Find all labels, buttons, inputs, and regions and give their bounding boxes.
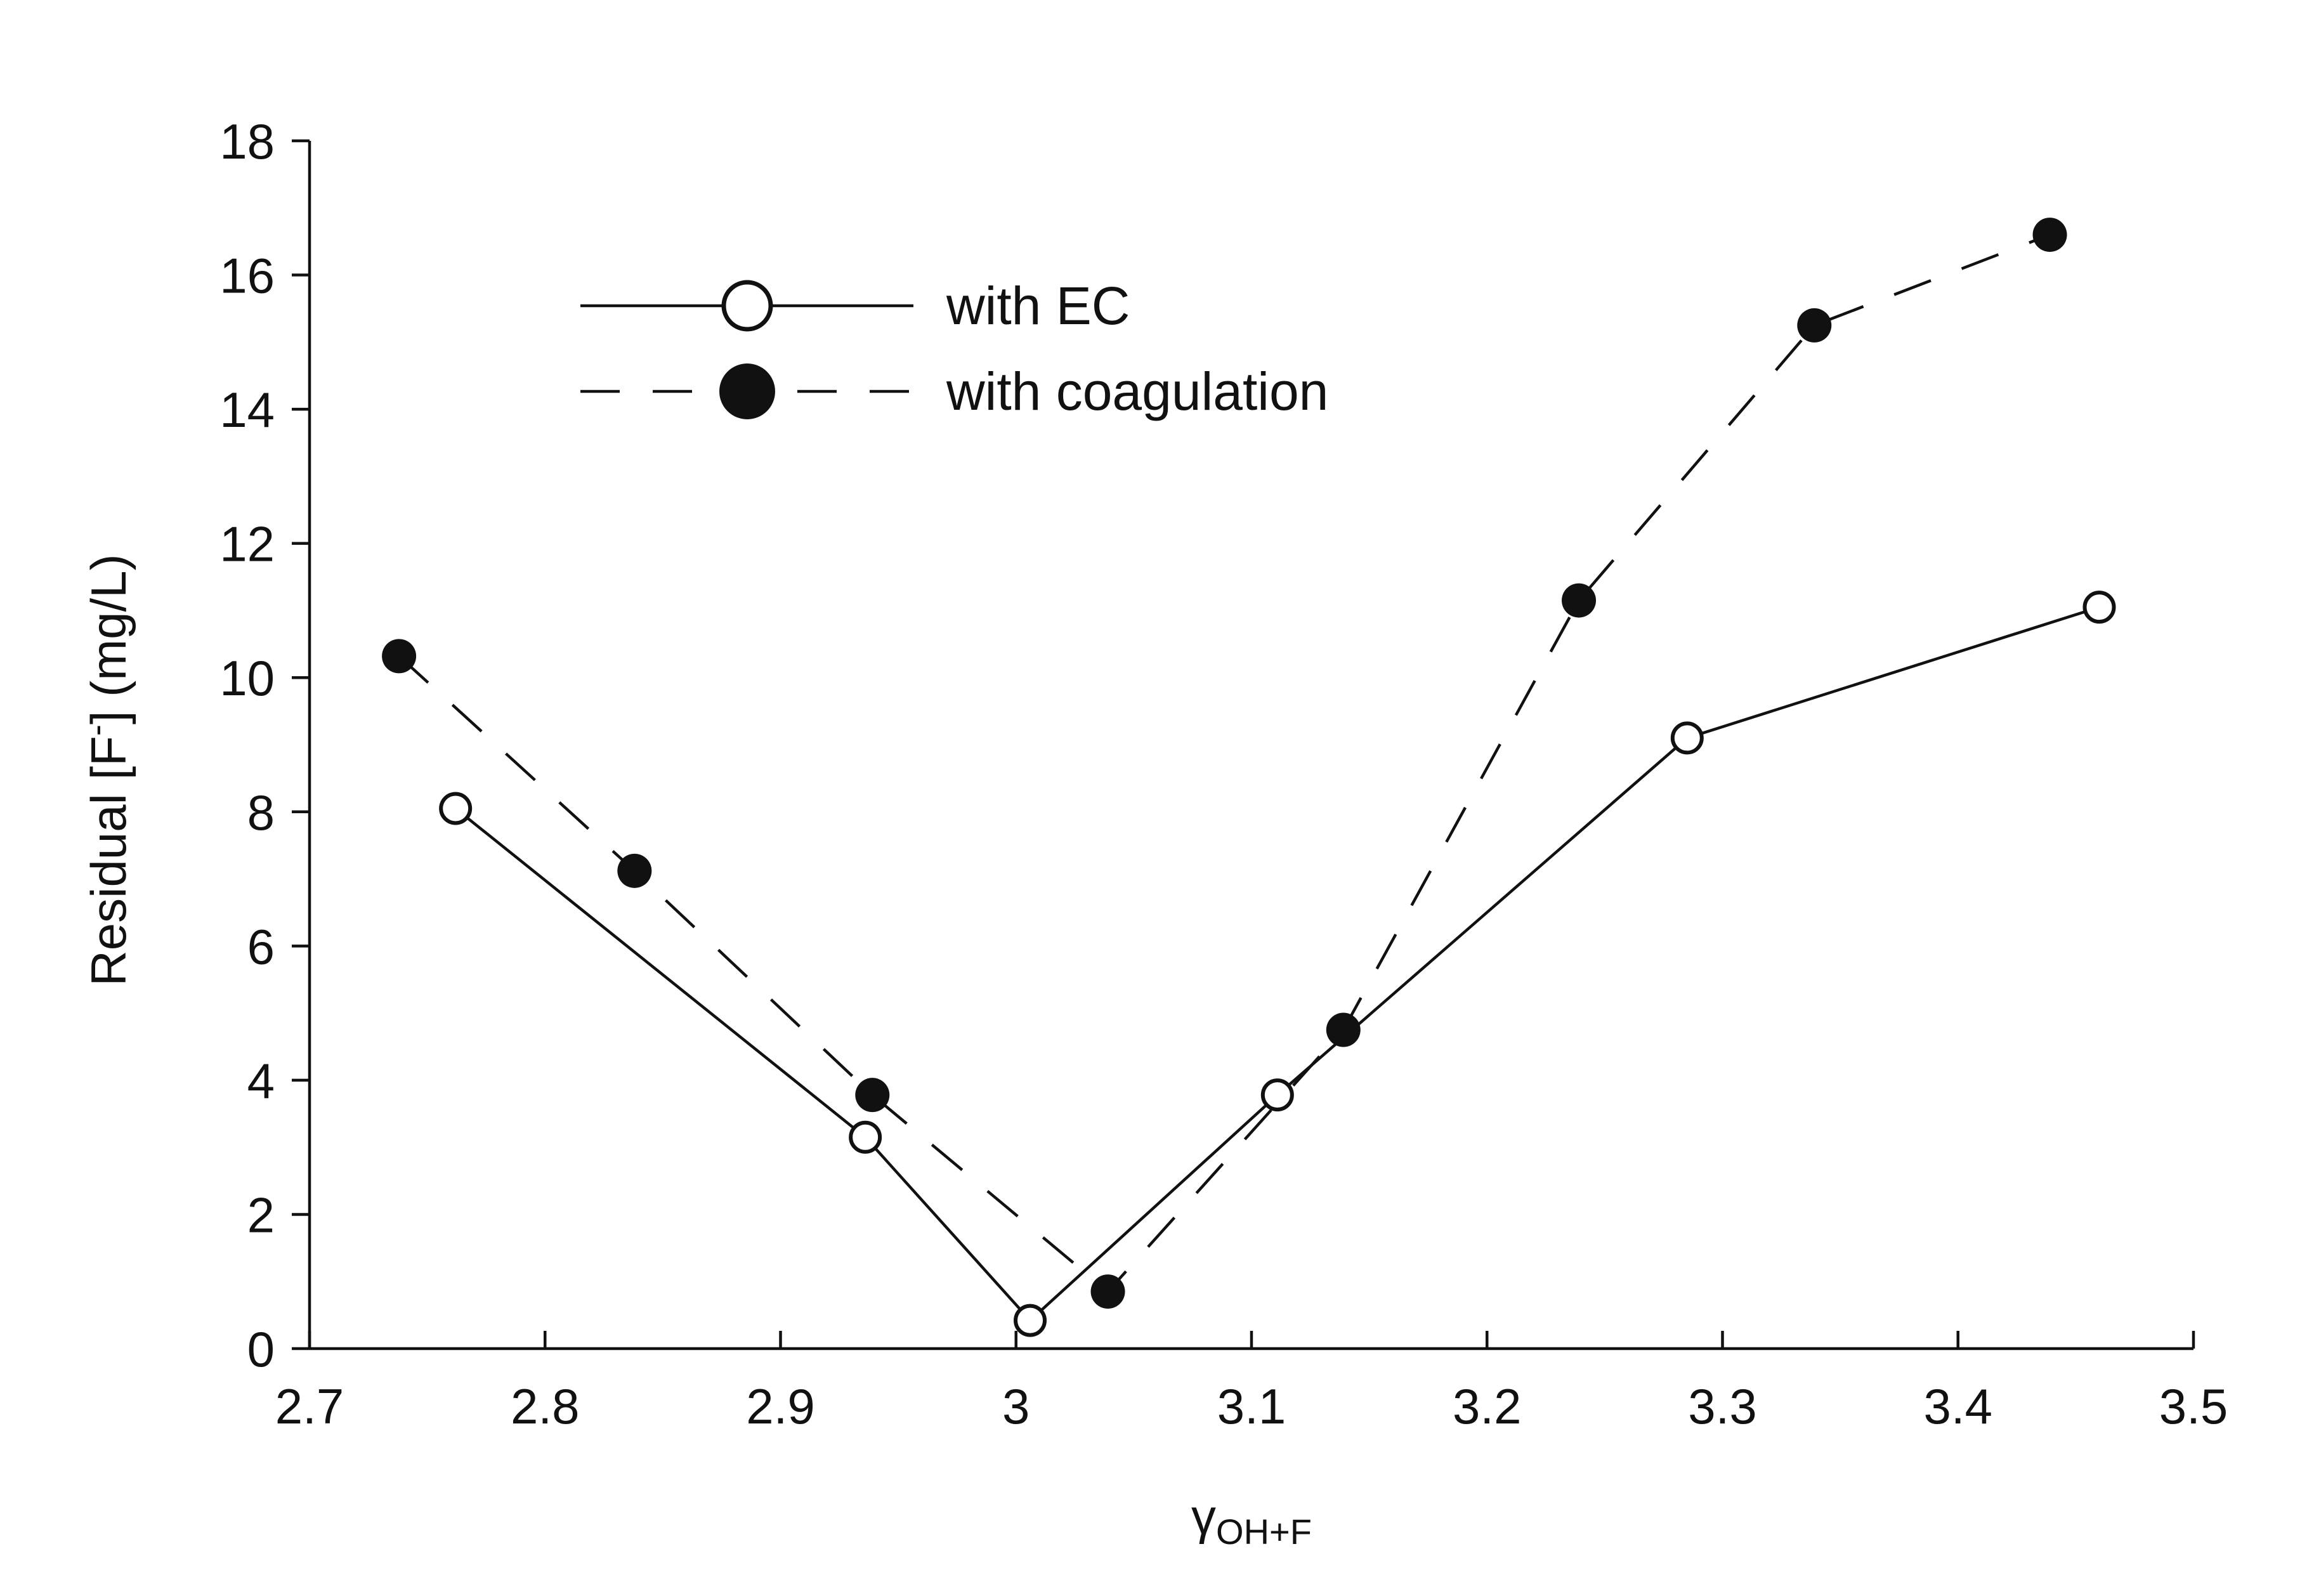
y-tick-label: 6 (247, 919, 275, 974)
y-axis-title: Residual [F-] (mg/L) (77, 554, 136, 986)
data-point-with-ec (1014, 1304, 1047, 1337)
legend-entry-with-coagulation: with coagulation (580, 362, 1328, 421)
legend-label-with-ec: with EC (946, 276, 1130, 336)
data-point-with-ec (2082, 591, 2116, 624)
y-tick-label: 4 (247, 1053, 275, 1109)
y-tick-label: 2 (247, 1187, 275, 1243)
data-point-with-ec (439, 792, 473, 825)
x-axis-title-subscript: OH+F (1216, 1512, 1312, 1552)
x-tick-label: 3.3 (1688, 1378, 1756, 1434)
y-tick-label: 8 (247, 785, 275, 841)
data-point-with-coagulation (1090, 1274, 1125, 1309)
series-line-with-ec (454, 606, 2100, 1323)
x-tick-label: 3.1 (1217, 1378, 1286, 1434)
legend-marker-with-coagulation (719, 363, 775, 419)
y-ticks: 0 2 4 6 8 10 12 14 16 18 (219, 114, 310, 1377)
series-line-with-coagulation (398, 233, 2051, 1294)
y-tick-label: 16 (219, 248, 275, 304)
x-tick-label: 2.8 (511, 1378, 579, 1434)
y-axis-title-main: Residual [F (81, 736, 136, 986)
data-point-with-coagulation (617, 853, 652, 888)
axes (308, 141, 2193, 1351)
legend-marker-with-ec (721, 280, 773, 332)
data-point-with-ec (1260, 1078, 1294, 1112)
data-point-with-ec (849, 1120, 882, 1154)
legend: with EC with coagulation (580, 276, 1328, 421)
y-tick-label: 18 (219, 114, 275, 169)
data-point-with-coagulation (1562, 583, 1597, 618)
x-axis-title-main: γ (1191, 1489, 1216, 1545)
y-tick-label: 0 (247, 1321, 275, 1377)
legend-label-with-coagulation: with coagulation (946, 362, 1328, 421)
data-point-with-coagulation (382, 639, 417, 674)
data-point-with-coagulation (855, 1078, 890, 1113)
y-axis-title-suffix: ] (mg/L) (81, 554, 136, 724)
series-layer (382, 218, 2116, 1337)
y-tick-label: 14 (219, 382, 275, 438)
data-point-with-coagulation (1797, 308, 1832, 343)
x-tick-label: 3.2 (1453, 1378, 1521, 1434)
x-tick-label: 2.7 (275, 1378, 344, 1434)
y-tick-label: 10 (219, 650, 275, 706)
x-tick-label: 3.4 (1924, 1378, 1992, 1434)
x-tick-label: 2.9 (746, 1378, 814, 1434)
data-point-with-ec (1670, 721, 1704, 755)
y-axis-title-superscript: - (77, 724, 115, 736)
data-point-with-coagulation (1326, 1012, 1361, 1047)
x-axis-title: γOH+F (1191, 1489, 1312, 1552)
x-tick-label: 3.5 (2159, 1378, 2228, 1434)
legend-entry-with-ec: with EC (580, 276, 1130, 336)
data-point-with-coagulation (2032, 218, 2067, 252)
x-tick-label: 3 (1002, 1378, 1030, 1434)
x-ticks: 2.7 2.8 2.9 3 3.1 3.2 3.3 3.4 3.5 (275, 1331, 2228, 1434)
y-tick-label: 12 (219, 516, 275, 572)
